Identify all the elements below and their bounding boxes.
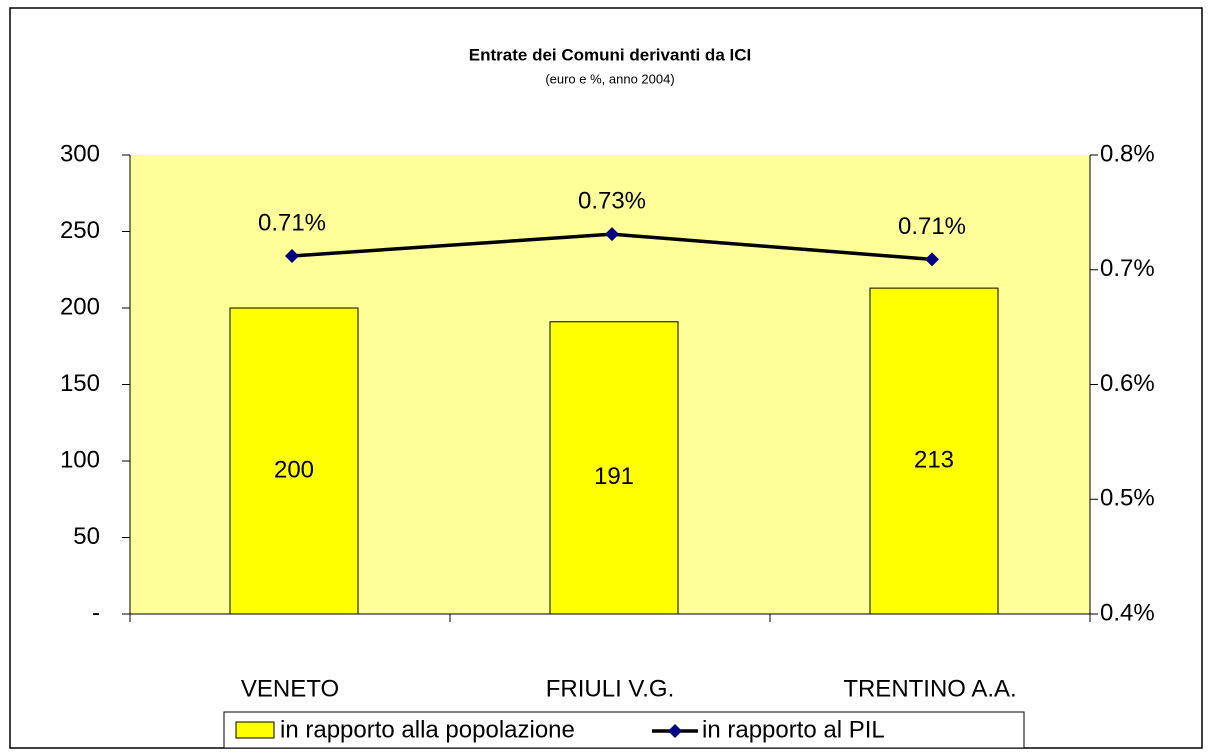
legend-label: in rapporto alla popolazione <box>280 716 575 743</box>
y-tick-label: 250 <box>60 217 100 244</box>
x-tick-label: FRIULI V.G. <box>546 675 674 702</box>
y-tick-label: 300 <box>60 140 100 167</box>
x-tick-label: VENETO <box>241 675 339 702</box>
legend-label: in rapporto al PIL <box>702 716 885 743</box>
line-label: 0.71% <box>898 213 966 240</box>
line-marker <box>925 252 939 267</box>
y-tick-label: 50 <box>73 523 100 550</box>
bar-label: 213 <box>914 446 954 473</box>
bar <box>229 307 359 615</box>
bar <box>869 287 999 615</box>
legend-swatch <box>235 721 275 739</box>
line-marker <box>605 227 619 242</box>
bar-label: 200 <box>274 456 314 483</box>
y-tick-label: 100 <box>60 446 100 473</box>
chart-subtitle: (euro e %, anno 2004) <box>545 71 674 86</box>
chart-title: Entrate dei Comuni derivanti da ICI <box>469 45 751 64</box>
y2-tick-label: 0.5% <box>1100 485 1155 512</box>
bar-label: 191 <box>594 463 634 490</box>
y-tick-label: - <box>92 599 100 626</box>
y2-tick-label: 0.7% <box>1100 255 1155 282</box>
y2-tick-label: 0.4% <box>1100 599 1155 626</box>
line-label: 0.71% <box>258 209 326 236</box>
y2-tick-label: 0.8% <box>1100 140 1155 167</box>
legend-marker <box>668 724 682 738</box>
line-marker <box>285 248 299 263</box>
y2-tick-label: 0.6% <box>1100 370 1155 397</box>
line-label: 0.73% <box>578 188 646 215</box>
x-tick-label: TRENTINO A.A. <box>843 675 1016 702</box>
legend-box <box>223 711 1025 749</box>
y-tick-label: 200 <box>60 293 100 320</box>
y-tick-label: 150 <box>60 370 100 397</box>
bar <box>549 321 679 615</box>
